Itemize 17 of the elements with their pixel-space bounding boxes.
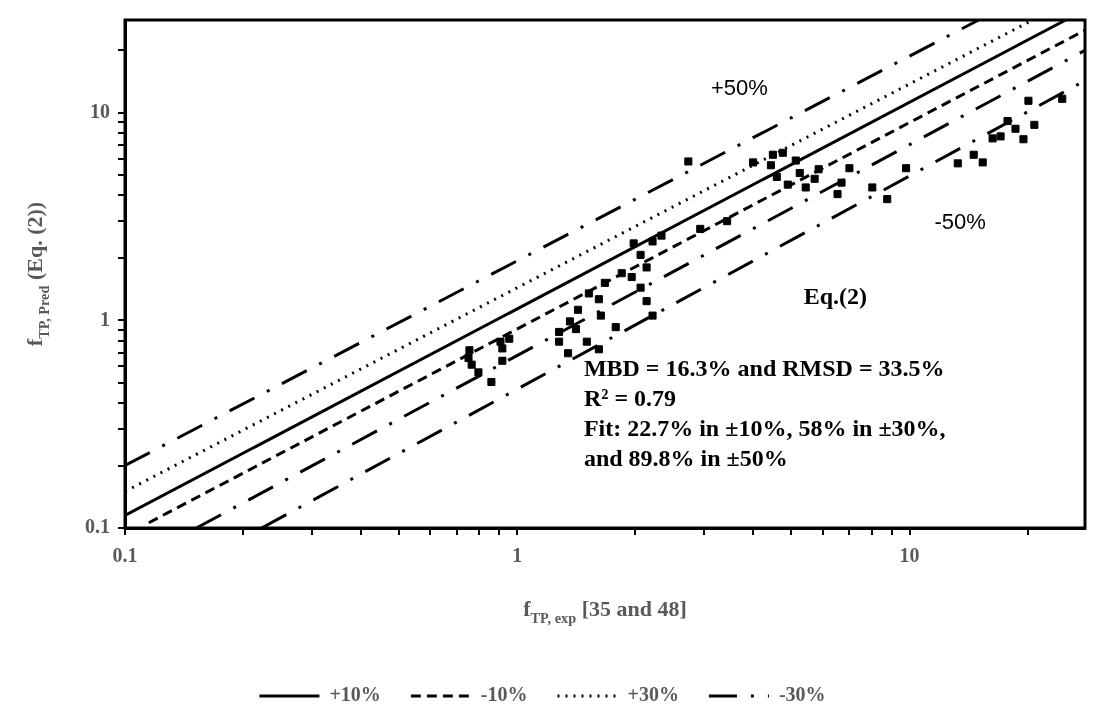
legend-label: +10%: [329, 683, 381, 706]
legend-label: -30%: [778, 683, 826, 706]
x-tick-label: 1: [512, 544, 523, 567]
y-axis-title: fTP, Pred (Eq. (2)): [22, 201, 52, 347]
y-tick-label: 10: [90, 100, 110, 122]
annotation: +50%: [710, 74, 768, 100]
y-tick-label: 0.1: [85, 515, 110, 538]
y-tick-label: 1: [100, 307, 110, 330]
annotation: Eq.(2): [803, 283, 868, 310]
annotation: -50%: [934, 209, 986, 235]
annotation: Fit: 22.7% in ±10%, 58% in ±30%, and 89.8% in ±50%: [583, 414, 946, 471]
x-tick-label: 10: [899, 544, 920, 567]
legend-label: -10%: [480, 683, 528, 706]
annotation: R² = 0.79: [583, 384, 677, 411]
x-tick-label: 0.1: [112, 544, 138, 567]
annotation: MBD = 16.3% and RMSD = 33.5%: [583, 354, 945, 381]
legend-label: +30%: [627, 683, 679, 706]
